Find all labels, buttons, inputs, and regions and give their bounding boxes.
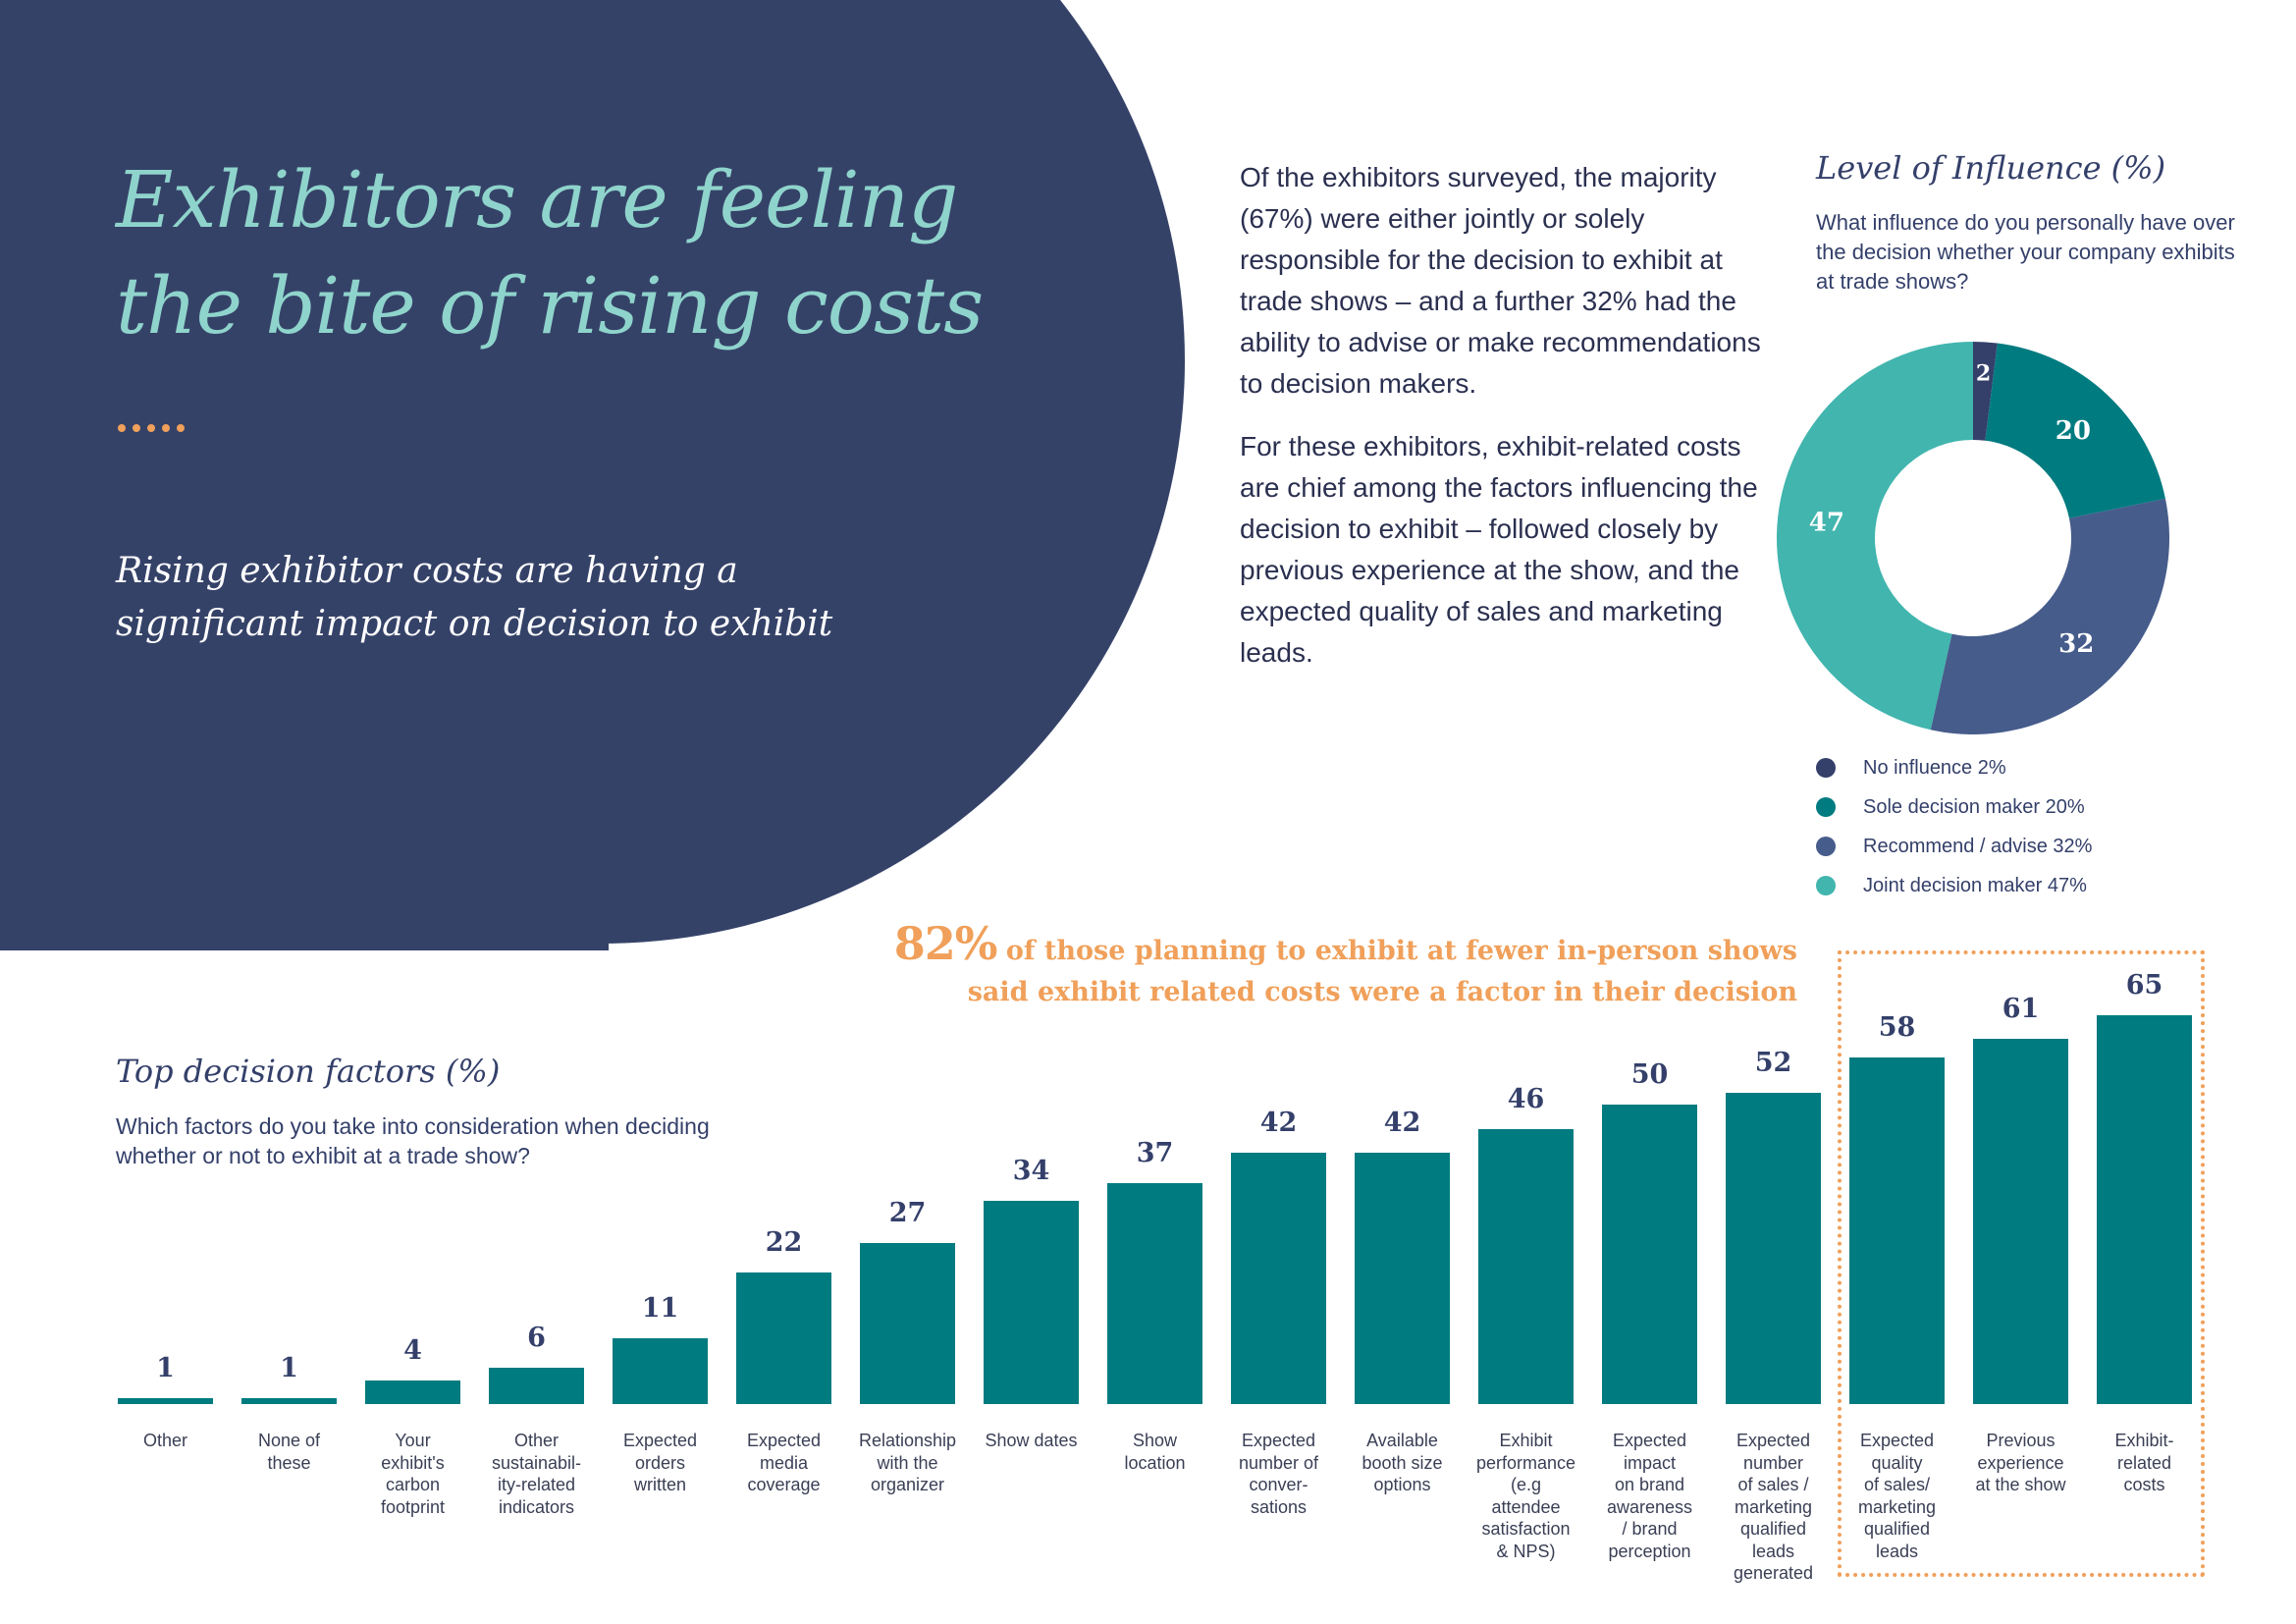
page-subtitle: Rising exhibitor costs are having a sign… xyxy=(116,551,833,644)
page-title: Exhibitors are feeling the bite of risin… xyxy=(116,154,984,352)
bar xyxy=(1849,1056,1945,1404)
body-paragraph-1: Of the exhibitors surveyed, the majority… xyxy=(1240,162,1761,399)
influence-chart-title: Level of Influence (%) xyxy=(1816,149,2166,187)
legend-item: Joint decision maker 47% xyxy=(1816,866,2092,905)
bar-value-label: 11 xyxy=(641,1292,679,1324)
influence-chart-question: What influence do you personally have ov… xyxy=(1816,210,2235,294)
donut-slice-label: 20 xyxy=(2056,416,2091,446)
bar-value-label: 65 xyxy=(2125,970,2163,1001)
bar-category-label: Other sustainabil- ity-related indicator… xyxy=(491,1431,582,1517)
headline-line-1: of those planning to exhibit at fewer in… xyxy=(996,936,1797,966)
bar xyxy=(2097,1015,2192,1404)
bar-category-label: None of these xyxy=(257,1431,321,1473)
legend-swatch xyxy=(1816,758,1836,778)
donut-slice xyxy=(1930,498,2169,734)
bar xyxy=(1726,1093,1821,1404)
decision-chart-title: Top decision factors (%) xyxy=(116,1053,501,1090)
bar xyxy=(1231,1153,1326,1404)
bar-value-label: 50 xyxy=(1630,1059,1669,1091)
bar-category-label: Available booth size options xyxy=(1362,1431,1443,1494)
bar xyxy=(1478,1128,1574,1404)
decision-chart-question: Which factors do you take into considera… xyxy=(116,1113,710,1168)
bar-value-label: 42 xyxy=(1259,1108,1298,1139)
legend-item: Recommend / advise 32% xyxy=(1816,827,2092,866)
influence-legend: No influence 2% Sole decision maker 20% Re… xyxy=(1816,748,2092,905)
headline-stat: 82% of those planning to exhibit at fewe… xyxy=(894,921,1797,1013)
donut-slice-label: 2 xyxy=(1976,360,1991,386)
donut-slice-label: 32 xyxy=(2058,629,2094,659)
bar-value-label: 42 xyxy=(1383,1108,1421,1139)
bar xyxy=(736,1272,831,1404)
headline-percent: 82% xyxy=(893,917,998,970)
bar-value-label: 46 xyxy=(1507,1083,1545,1114)
legend-label: Joint decision maker 47% xyxy=(1863,874,2087,896)
bar-value-label: 61 xyxy=(2002,994,2040,1025)
body-text: Of the exhibitors surveyed, the majority… xyxy=(1240,157,1770,695)
bar xyxy=(365,1380,460,1404)
legend-label: Sole decision maker 20% xyxy=(1863,795,2085,818)
donut-slice xyxy=(1985,343,2165,518)
legend-swatch xyxy=(1816,797,1836,817)
bar-value-label: 34 xyxy=(1012,1155,1050,1186)
legend-swatch xyxy=(1816,876,1836,895)
bar-value-label: 52 xyxy=(1754,1048,1792,1079)
bar-category-label: Show dates xyxy=(985,1431,1078,1450)
legend-label: No influence 2% xyxy=(1863,756,2006,779)
bar xyxy=(1355,1153,1450,1404)
donut-slice xyxy=(1777,342,1973,731)
bar-category-label: Exhibit performance (e.g attendee satisf… xyxy=(1475,1431,1576,1561)
bar xyxy=(118,1397,213,1404)
legend-swatch xyxy=(1816,837,1836,856)
bar-category-label: Relationship with the organizer xyxy=(858,1431,957,1494)
decorative-dots xyxy=(118,424,185,432)
bar-value-label: 27 xyxy=(888,1197,927,1228)
bar xyxy=(860,1242,955,1404)
bar-value-label: 37 xyxy=(1136,1137,1174,1168)
bar-value-label: 58 xyxy=(1878,1011,1916,1043)
bar xyxy=(1107,1182,1202,1404)
bar-category-label: Expected quality of sales/ marketing qua… xyxy=(1857,1431,1937,1561)
highlight-box xyxy=(1838,950,2205,1577)
bar-category-label: Previous experience at the show xyxy=(1975,1431,2066,1494)
bar-value-label: 22 xyxy=(765,1226,803,1258)
influence-donut-chart: 2 20 32 47 xyxy=(1777,342,2169,734)
bar-value-label: 4 xyxy=(403,1334,422,1366)
bar-value-label: 1 xyxy=(280,1352,298,1383)
bar xyxy=(1973,1039,2068,1404)
bar-category-label: Other xyxy=(142,1431,188,1450)
donut-slice xyxy=(1973,342,1998,441)
bar-category-label: Expected orders written xyxy=(622,1431,698,1494)
bar-category-label: Exhibit- related costs xyxy=(2114,1431,2174,1494)
bar-category-label: Expected impact on brand awareness / bra… xyxy=(1606,1431,1693,1561)
bar-category-label: Expected number of conver- sations xyxy=(1238,1431,1319,1517)
body-paragraph-2: For these exhibitors, exhibit-related co… xyxy=(1240,431,1758,668)
legend-label: Recommend / advise 32% xyxy=(1863,835,2093,857)
bar xyxy=(1602,1105,1697,1404)
bar xyxy=(984,1200,1079,1404)
donut-slice-label: 47 xyxy=(1809,509,1844,538)
bar xyxy=(613,1337,708,1404)
legend-item: No influence 2% xyxy=(1816,748,2092,787)
bar-value-label: 1 xyxy=(156,1352,175,1383)
legend-item: Sole decision maker 20% xyxy=(1816,787,2092,827)
bar-category-label: Your exhibit's carbon footprint xyxy=(380,1431,446,1517)
headline-line-2: said exhibit related costs were a factor… xyxy=(967,977,1797,1007)
bar xyxy=(241,1397,337,1404)
bar-category-label: Show location xyxy=(1124,1431,1186,1473)
bar-category-label: Expected number of sales / marketing qua… xyxy=(1733,1431,1814,1583)
bar xyxy=(489,1368,584,1404)
bar-category-label: Expected media coverage xyxy=(746,1431,822,1494)
bar-value-label: 6 xyxy=(527,1323,546,1354)
